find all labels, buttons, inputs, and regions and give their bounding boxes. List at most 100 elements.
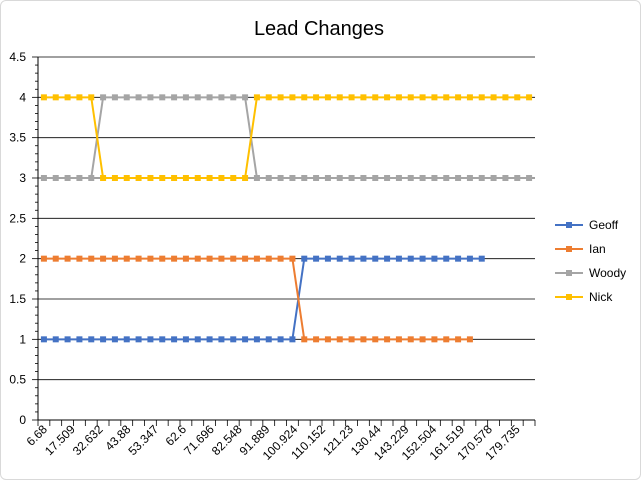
legend-item: Woody [555,266,626,280]
data-point-marker [265,94,272,101]
data-point-marker [88,175,95,181]
data-point-marker [194,175,201,181]
data-point-marker [159,94,166,101]
data-point-marker [76,255,83,262]
data-point-marker [52,175,59,181]
data-point-marker [277,94,284,101]
data-point-marker [88,255,95,262]
data-point-marker [253,336,260,343]
data-point-marker [171,175,178,181]
data-point-marker [218,336,225,343]
y-tick-label: 4 [19,90,26,104]
data-point-marker [64,336,71,343]
y-tick-label: 3 [19,171,26,185]
data-point-marker [123,336,130,343]
data-point-marker [431,336,438,343]
data-point-marker [431,94,438,101]
series-geoff [40,255,485,343]
data-point-marker [313,336,320,343]
data-point-marker [395,94,402,101]
gridlines [38,56,535,421]
data-point-marker [348,336,355,343]
data-point-marker [478,175,485,181]
data-point-marker [111,175,118,181]
data-point-marker [395,175,402,181]
data-point-marker [111,255,118,262]
data-point-marker [455,175,462,181]
data-point-marker [443,175,450,181]
data-point-marker [100,336,107,343]
data-point-marker [431,175,438,181]
data-point-marker [407,175,414,181]
data-point-marker [100,94,107,101]
data-point-marker [253,255,260,262]
data-point-marker [277,336,284,343]
data-point-marker [455,255,462,262]
data-point-marker [313,94,320,101]
data-point-marker [407,94,414,101]
x-tick-label: 53.347 [125,422,161,458]
data-point-marker [348,175,355,181]
data-point-marker [182,336,189,343]
data-point-marker [253,175,260,181]
chart-title: Lead Changes [254,18,384,40]
x-tick-label: 82.548 [209,422,245,458]
data-point-marker [372,336,379,343]
legend-label: Nick [589,290,613,304]
data-point-marker [313,255,320,262]
y-tick-label: 4.5 [9,50,26,64]
data-point-marker [76,94,83,101]
data-point-marker [360,94,367,101]
data-point-marker [372,94,379,101]
data-point-marker [348,255,355,262]
data-point-marker [395,336,402,343]
data-point-marker [348,94,355,101]
data-point-marker [301,255,308,262]
data-point-marker [100,255,107,262]
data-point-marker [182,175,189,181]
data-point-marker [147,175,154,181]
data-point-marker [159,255,166,262]
legend-label: Woody [589,266,626,280]
data-point-marker [384,94,391,101]
y-tick-label: 2.5 [9,211,26,225]
legend-item: Geoff [555,218,619,232]
data-point-marker [466,336,473,343]
data-point-marker [455,336,462,343]
data-point-marker [40,175,47,181]
data-point-marker [360,336,367,343]
data-point-marker [182,94,189,101]
data-point-marker [206,175,213,181]
data-point-marker [395,255,402,262]
data-point-marker [40,94,47,101]
series-nick [40,94,533,181]
x-tick-label: 32.632 [70,422,106,458]
data-point-marker [64,94,71,101]
series-woody [40,94,533,181]
data-point-marker [324,255,331,262]
data-point-marker [111,94,118,101]
legend-label: Geoff [589,218,619,232]
data-point-marker [123,94,130,101]
legend-item: Ian [555,242,606,256]
data-point-marker [40,255,47,262]
data-point-marker [526,94,533,101]
legend-label: Ian [589,242,606,256]
data-point-marker [147,94,154,101]
data-point-marker [230,336,237,343]
data-point-marker [289,336,296,343]
data-point-marker [466,255,473,262]
data-point-marker [171,94,178,101]
data-point-marker [384,255,391,262]
y-tick-label: 0.5 [9,373,26,387]
legend-marker [566,270,572,276]
data-point-marker [301,175,308,181]
legend: Geoff Ian Woody Nick [555,218,626,304]
y-tick-label: 2 [19,252,26,266]
data-point-marker [218,255,225,262]
data-point-marker [265,255,272,262]
data-point-marker [265,175,272,181]
data-point-marker [443,336,450,343]
data-point-marker [301,336,308,343]
